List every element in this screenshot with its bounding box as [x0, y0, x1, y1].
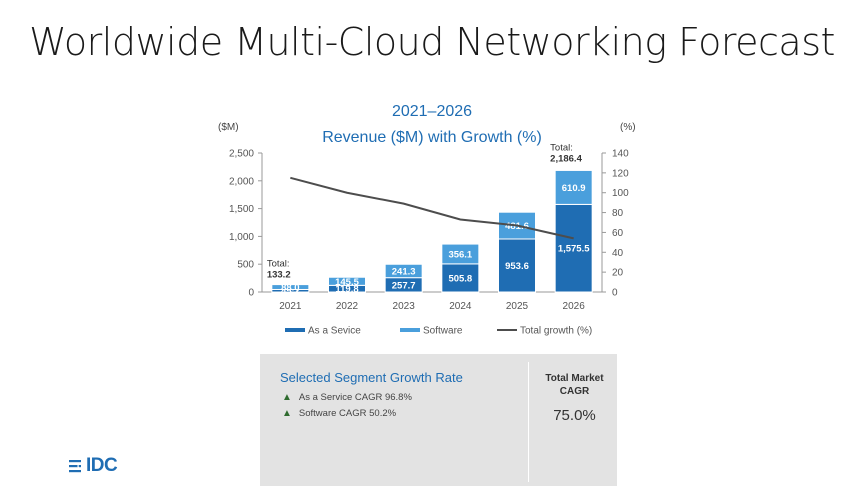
growth-line — [290, 176, 574, 240]
bar-software — [384, 263, 423, 279]
legend-swatch — [400, 328, 420, 332]
bar-value-label: 119.8 — [335, 284, 358, 295]
y-left-tick-label: 500 — [237, 260, 254, 271]
total-value: 133.2 — [267, 270, 291, 281]
growth-rate-panel: Selected Segment Growth Rate ▲ As a Servi… — [260, 354, 617, 486]
y-right-tick-label: 80 — [612, 208, 624, 219]
bar-software — [328, 276, 366, 286]
up-triangle-icon: ▲ — [282, 392, 292, 403]
x-tick-label: 2026 — [563, 301, 586, 312]
x-tick-label: 2025 — [506, 301, 529, 312]
total-label: Total: — [267, 259, 290, 270]
total-market-label: Total Market — [545, 373, 604, 384]
bar-value-label: 257.7 — [392, 280, 416, 291]
bar-value-label: 45.2 — [281, 286, 300, 297]
up-triangle-icon: ▲ — [282, 408, 292, 419]
x-tick-label: 2021 — [279, 301, 302, 312]
y-right-unit: (%) — [620, 122, 636, 133]
x-tick-label: 2022 — [336, 301, 359, 312]
segment-row: ▲ As a Service CAGR 96.8% — [282, 392, 412, 403]
segment-row: ▲ Software CAGR 50.2% — [282, 408, 396, 419]
legend-label: As a Sevice — [308, 326, 361, 337]
y-left-unit: ($M) — [218, 122, 239, 133]
y-left-tick-label: 0 — [248, 288, 254, 299]
legend-label: Total growth (%) — [520, 326, 592, 337]
chart-subtitle: Revenue ($M) with Growth (%) — [322, 129, 542, 146]
bar-value-label: 481.6 — [505, 221, 529, 232]
bar-value-label: 356.1 — [448, 249, 472, 260]
segment-row-text: Software CAGR 50.2% — [298, 408, 397, 419]
y-right-tick-label: 40 — [612, 248, 624, 259]
panel-heading: Selected Segment Growth Rate — [280, 370, 463, 385]
y-right-tick-label: 120 — [612, 168, 629, 179]
idc-logo-icon — [69, 460, 84, 473]
x-tick-label: 2023 — [393, 301, 416, 312]
segment-growth-section: Selected Segment Growth Rate ▲ As a Servi… — [260, 354, 525, 486]
bar-as-a-service — [554, 203, 593, 293]
bar-value-label: 1,575.5 — [558, 244, 590, 255]
idc-logo: IDC — [68, 455, 118, 476]
total-market-cagr-value: 75.0% — [553, 407, 596, 424]
y-right-tick-label: 140 — [612, 149, 629, 160]
bar-software — [271, 284, 310, 290]
y-left-tick-label: 1,500 — [229, 204, 254, 215]
bar-software — [441, 243, 480, 265]
slide-title: Worldwide Multi-Cloud Networking Forecas… — [29, 20, 835, 64]
bar-value-label: 505.8 — [448, 273, 472, 284]
legend-swatch — [285, 328, 305, 332]
bar-value-label: 610.9 — [562, 183, 586, 194]
y-right-tick-label: 0 — [612, 288, 618, 299]
panel-divider — [528, 362, 529, 482]
bar-value-label: 241.3 — [392, 266, 416, 277]
bar-value-label: 953.6 — [505, 261, 529, 272]
chart-title: 2021–2026 — [392, 103, 472, 120]
y-left-tick-label: 1,000 — [229, 232, 254, 243]
y-left-tick-label: 2,000 — [229, 176, 254, 187]
revenue-chart: 2021–2026 Revenue ($M) with Growth (%) ($M… — [218, 103, 636, 337]
bar-value-label: 88.0 — [281, 283, 300, 294]
bar-value-label: 145.5 — [335, 277, 359, 288]
total-value: 2,186.4 — [550, 153, 582, 164]
bar-software — [554, 169, 593, 205]
idc-logo-text: IDC — [86, 455, 118, 476]
total-market-cagr-label: Total Market CAGR — [532, 372, 617, 398]
total-label: Total: — [550, 142, 573, 153]
x-tick-label: 2024 — [449, 301, 472, 312]
bar-as-a-service — [441, 263, 480, 293]
cagr-label: CAGR — [559, 386, 590, 397]
y-right-tick-label: 60 — [612, 228, 624, 239]
y-right-tick-label: 20 — [612, 268, 624, 279]
legend-label: Software — [423, 326, 463, 337]
y-left-tick-label: 2,500 — [229, 149, 254, 160]
segment-row-text: As a Service CAGR 96.8% — [298, 392, 412, 403]
y-right-tick-label: 100 — [612, 188, 629, 199]
